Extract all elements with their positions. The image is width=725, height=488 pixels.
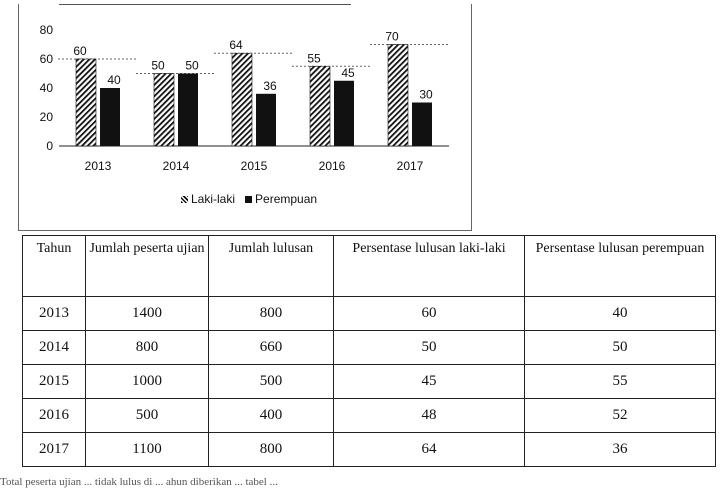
table-cell: 2015	[22, 364, 86, 399]
legend-label-laki-laki: Laki-laki	[191, 192, 236, 206]
x-tick-label: 2015	[241, 159, 268, 173]
table-cell: 1100	[85, 432, 209, 467]
data-label: 45	[341, 66, 355, 80]
table-row: 2013 1400 800 60 40	[22, 296, 716, 331]
table-cell: 52	[524, 398, 716, 433]
header-tahun: Tahun	[22, 235, 86, 297]
header-persentase-perempuan: Persentase lulusan perempuan	[524, 235, 716, 297]
table-cell: 400	[208, 398, 334, 433]
table-cell: 800	[208, 432, 334, 467]
x-tick-label: 2017	[397, 159, 424, 173]
table-cell: 50	[333, 330, 525, 365]
footer-text: Total peserta ujian ... tidak lulus di .…	[0, 476, 278, 488]
table-row: 2016 500 400 48 52	[22, 398, 716, 433]
y-tick-label: 20	[40, 110, 54, 124]
table-cell: 2013	[22, 296, 86, 331]
x-tick-label: 2016	[319, 159, 346, 173]
table-cell: 50	[524, 330, 716, 365]
table-cell: 660	[208, 330, 334, 365]
chart-legend: Laki-laki Perempuan	[181, 192, 317, 206]
data-label: 70	[385, 30, 399, 44]
graduation-table: Tahun Jumlah peserta ujian Jumlah lulusa…	[22, 235, 716, 467]
table-cell: 500	[85, 398, 209, 433]
y-tick-label: 40	[40, 81, 54, 95]
table-row: 2017 1100 800 64 36	[22, 432, 716, 467]
bar-laki-laki-2015	[231, 52, 253, 147]
legend-label-perempuan: Perempuan	[255, 192, 318, 206]
table-row: 2015 1000 500 45 55	[22, 364, 716, 399]
table-cell: 45	[333, 364, 525, 399]
legend-item-laki-laki: Laki-laki	[181, 192, 235, 206]
data-label: 40	[107, 73, 121, 87]
data-label: 50	[151, 59, 165, 73]
table-row: 2014 800 660 50 50	[22, 330, 716, 365]
bar-laki-laki-2017	[387, 44, 409, 147]
bar-perempuan-2013	[100, 88, 120, 146]
data-label: 60	[73, 44, 87, 58]
header-persentase-laki: Persentase lulusan laki-laki	[333, 235, 525, 297]
table-cell: 48	[333, 398, 525, 433]
bar-laki-laki-2013	[75, 58, 97, 147]
bar-chart: 0 20 40 60 80 60 40 2013 50 50 2014 64 36 2015 55 45 201…	[40, 23, 450, 173]
bar-chart-panel: 0 20 40 60 80 60 40 2013 50 50 2014 64 36 2015 55 45 201…	[18, 4, 472, 231]
data-label: 30	[419, 88, 433, 102]
x-tick-label: 2013	[85, 159, 112, 173]
data-label: 36	[263, 79, 277, 93]
data-label: 64	[229, 38, 243, 52]
table-cell: 60	[333, 296, 525, 331]
solid-swatch-icon	[245, 195, 253, 203]
table-cell: 2014	[22, 330, 86, 365]
table-cell: 64	[333, 432, 525, 467]
table-cell: 500	[208, 364, 334, 399]
table-cell: 40	[524, 296, 716, 331]
bar-perempuan-2014	[178, 73, 198, 146]
y-tick-label: 80	[40, 23, 54, 37]
table-cell: 2016	[22, 398, 86, 433]
table-header-row: Tahun Jumlah peserta ujian Jumlah lulusa…	[22, 235, 716, 297]
bar-perempuan-2017	[412, 102, 432, 146]
header-jumlah-peserta: Jumlah peserta ujian	[85, 235, 209, 297]
bar-laki-laki-2016	[309, 65, 331, 147]
bar-perempuan-2016	[334, 80, 354, 146]
table-cell: 800	[208, 296, 334, 331]
table-cell: 1000	[85, 364, 209, 399]
table-cell: 2017	[22, 432, 86, 467]
data-label: 55	[307, 51, 321, 65]
table-cell: 36	[524, 432, 716, 467]
header-jumlah-lulusan: Jumlah lulusan	[208, 235, 334, 297]
data-label: 50	[185, 59, 199, 73]
hatched-swatch-icon	[181, 195, 188, 203]
y-tick-label: 60	[40, 52, 54, 66]
legend-item-perempuan: Perempuan	[245, 192, 317, 206]
table-cell: 55	[524, 364, 716, 399]
bar-laki-laki-2014	[153, 73, 175, 147]
bar-perempuan-2015	[256, 93, 276, 146]
y-tick-label: 0	[46, 139, 53, 153]
table-cell: 1400	[85, 296, 209, 331]
x-tick-label: 2014	[163, 159, 190, 173]
table-cell: 800	[85, 330, 209, 365]
